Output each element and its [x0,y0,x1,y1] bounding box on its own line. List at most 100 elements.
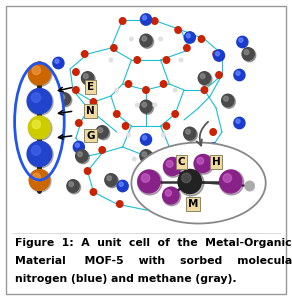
Circle shape [224,96,228,101]
Circle shape [75,143,79,147]
Circle shape [127,133,130,137]
Circle shape [169,201,175,207]
Circle shape [194,154,212,172]
Circle shape [141,174,150,182]
Circle shape [162,133,165,137]
Circle shape [179,58,183,62]
Circle shape [28,116,51,139]
Circle shape [234,117,245,129]
Circle shape [173,88,177,92]
Circle shape [28,62,51,85]
Circle shape [133,157,136,161]
Circle shape [184,127,196,140]
Text: G: G [86,130,95,141]
Circle shape [31,93,41,102]
Circle shape [29,170,51,192]
Circle shape [76,150,88,162]
Circle shape [177,177,182,182]
Circle shape [142,152,147,157]
Text: N: N [86,106,95,116]
Circle shape [178,169,204,196]
Circle shape [73,141,84,153]
Circle shape [206,153,211,158]
Circle shape [213,181,225,194]
Circle shape [176,176,189,189]
Text: Material     MOF-5    with    sorbed    molecular: Material MOF-5 with sorbed molecular [15,256,292,266]
Circle shape [68,181,81,194]
Circle shape [215,52,220,56]
Circle shape [40,137,44,142]
Ellipse shape [131,142,266,224]
Text: H: H [212,157,220,167]
Circle shape [99,147,105,153]
Circle shape [222,94,234,107]
Circle shape [115,88,119,92]
Circle shape [159,37,162,41]
Circle shape [199,73,212,86]
Circle shape [29,62,52,86]
Circle shape [142,102,147,107]
Circle shape [117,180,128,192]
Circle shape [78,152,82,157]
Circle shape [138,170,162,195]
Circle shape [163,57,170,63]
Circle shape [142,16,147,20]
Circle shape [214,182,227,195]
Circle shape [164,182,175,193]
Circle shape [215,183,220,188]
Circle shape [186,129,190,134]
Circle shape [175,175,187,188]
Circle shape [175,27,181,33]
Circle shape [32,120,41,129]
Circle shape [140,100,152,113]
Circle shape [164,158,181,175]
Circle shape [105,174,117,186]
Circle shape [140,150,152,162]
Circle shape [198,72,211,84]
Circle shape [223,95,235,108]
Circle shape [90,99,97,105]
Circle shape [76,120,82,126]
FancyBboxPatch shape [6,6,286,294]
Circle shape [172,111,178,117]
Circle shape [208,143,219,154]
Circle shape [140,14,152,25]
Circle shape [216,72,222,78]
Circle shape [96,126,108,138]
Circle shape [239,38,243,42]
Circle shape [236,119,240,123]
Circle shape [55,59,59,63]
Circle shape [73,87,79,93]
Circle shape [130,37,133,41]
Circle shape [236,71,240,75]
Circle shape [201,87,208,93]
Circle shape [160,81,167,87]
Circle shape [234,69,245,81]
Circle shape [210,145,214,149]
Circle shape [27,88,52,114]
Circle shape [223,174,232,182]
Circle shape [59,94,72,107]
Circle shape [140,34,152,47]
Circle shape [204,151,216,164]
Circle shape [210,129,216,135]
Circle shape [27,141,52,166]
Circle shape [142,36,147,41]
Circle shape [90,189,97,195]
Circle shape [164,158,183,177]
Circle shape [140,189,152,201]
Circle shape [58,93,70,105]
Circle shape [182,173,191,183]
Circle shape [185,128,197,141]
Circle shape [81,51,88,57]
Circle shape [82,73,95,86]
Circle shape [67,180,79,192]
Circle shape [107,176,112,181]
Circle shape [38,135,50,147]
Circle shape [178,169,201,194]
Circle shape [84,168,91,174]
Circle shape [213,50,225,61]
Circle shape [138,170,160,193]
Circle shape [109,58,113,62]
Circle shape [195,189,202,195]
